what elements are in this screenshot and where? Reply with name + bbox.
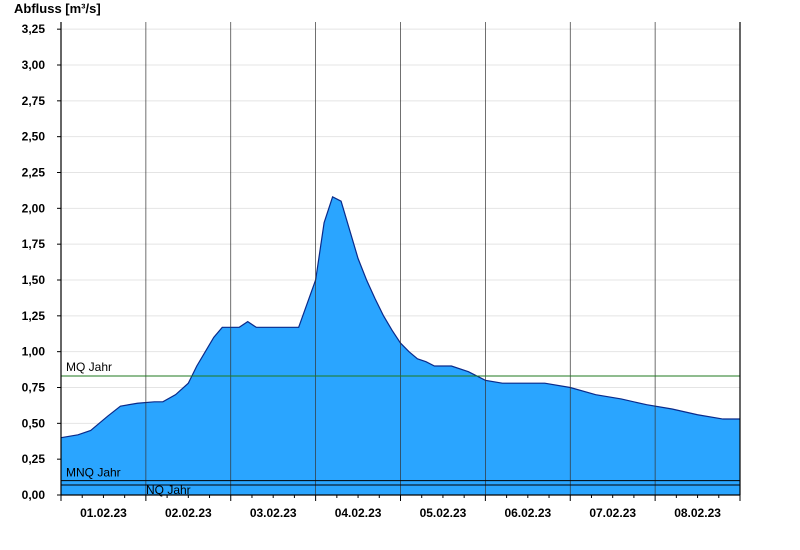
y-tick-label: 1,00 (22, 345, 46, 359)
y-tick-label: 2,00 (22, 201, 46, 215)
y-tick-label: 2,25 (22, 166, 46, 180)
x-tick-label: 08.02.23 (674, 506, 721, 520)
reference-label: NQ Jahr (146, 483, 191, 497)
y-tick-label: 0,50 (22, 416, 46, 430)
x-ticks: 01.02.23 02.02.23 03.02.23 04.02.23 05.02.23… (60, 495, 741, 520)
y-tick-label: 2,75 (22, 94, 46, 108)
discharge-line (60, 196, 740, 439)
reference-lines: MQ Jahr MNQ Jahr NQ Jahr (61, 360, 740, 497)
x-tick-label: 02.02.23 (165, 506, 212, 520)
x-tick-label: 07.02.23 (589, 506, 636, 520)
y-tick-label: 0,25 (22, 452, 46, 466)
x-tick-label: 03.02.23 (250, 506, 297, 520)
reference-label: MNQ Jahr (66, 466, 121, 480)
y-tick-label: 0,75 (22, 381, 46, 395)
y-tick-label: 3,25 (22, 22, 46, 36)
y-tick-label: 1,50 (22, 273, 46, 287)
x-tick-label: 05.02.23 (420, 506, 467, 520)
y-tick-label: 2,50 (22, 130, 46, 144)
y-tick-label: 1,75 (22, 237, 46, 251)
x-tick-label: 06.02.23 (504, 506, 551, 520)
y-axis-label: Abfluss [m³/s] (14, 1, 101, 16)
y-tick-label: 1,25 (22, 309, 46, 323)
x-tick-label: 04.02.23 (335, 506, 382, 520)
series-area (60, 22, 740, 495)
y-tick-label: 0,00 (22, 488, 46, 502)
y-tick-label: 3,00 (22, 58, 46, 72)
reference-label: MQ Jahr (66, 360, 112, 374)
y-ticks: 0,00 0,25 0,50 0,75 1,00 1,25 1,50 1,75 2,00 2,25… (22, 22, 61, 502)
x-tick-label: 01.02.23 (80, 506, 127, 520)
